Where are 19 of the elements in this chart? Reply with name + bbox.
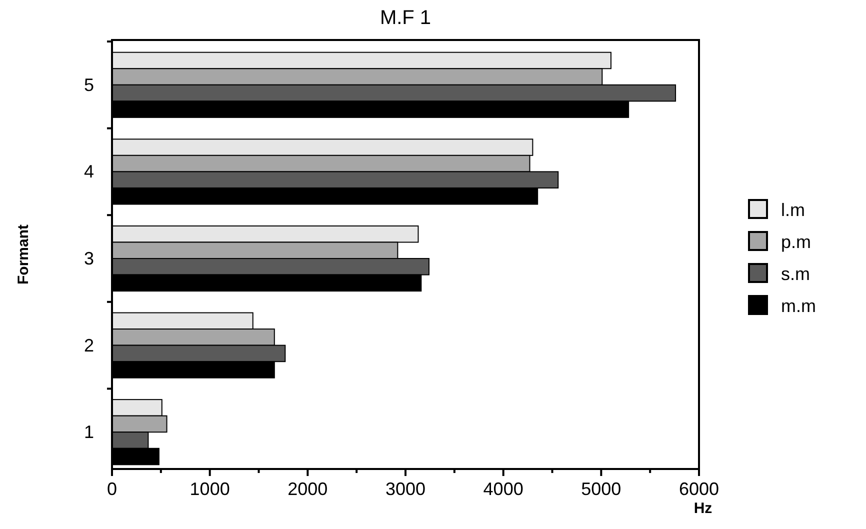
y-tick-label: 5 <box>84 74 94 95</box>
x-tick-label: 1000 <box>190 479 230 499</box>
x-axis-title: Hz <box>694 500 712 517</box>
legend-label: s.m <box>781 264 810 284</box>
legend-label: p.m <box>781 232 812 252</box>
x-tick-label: 5000 <box>581 479 622 499</box>
x-tick-label: 2000 <box>288 479 328 499</box>
y-tick-label: 4 <box>84 162 94 182</box>
x-tick-label: 6000 <box>678 479 720 499</box>
chart-title: M.F 1 <box>380 7 432 29</box>
legend-label: l.m <box>781 200 805 220</box>
legend-label: m.m <box>781 296 816 316</box>
x-tick-label: 3000 <box>385 479 426 499</box>
x-tick-label: 4000 <box>483 479 524 499</box>
x-tick-label: 0 <box>106 479 118 499</box>
y-axis-title: Formant <box>15 224 32 284</box>
y-tick-label: 2 <box>84 335 94 356</box>
y-tick-label: 1 <box>84 422 94 442</box>
y-tick-label: 3 <box>84 248 94 268</box>
